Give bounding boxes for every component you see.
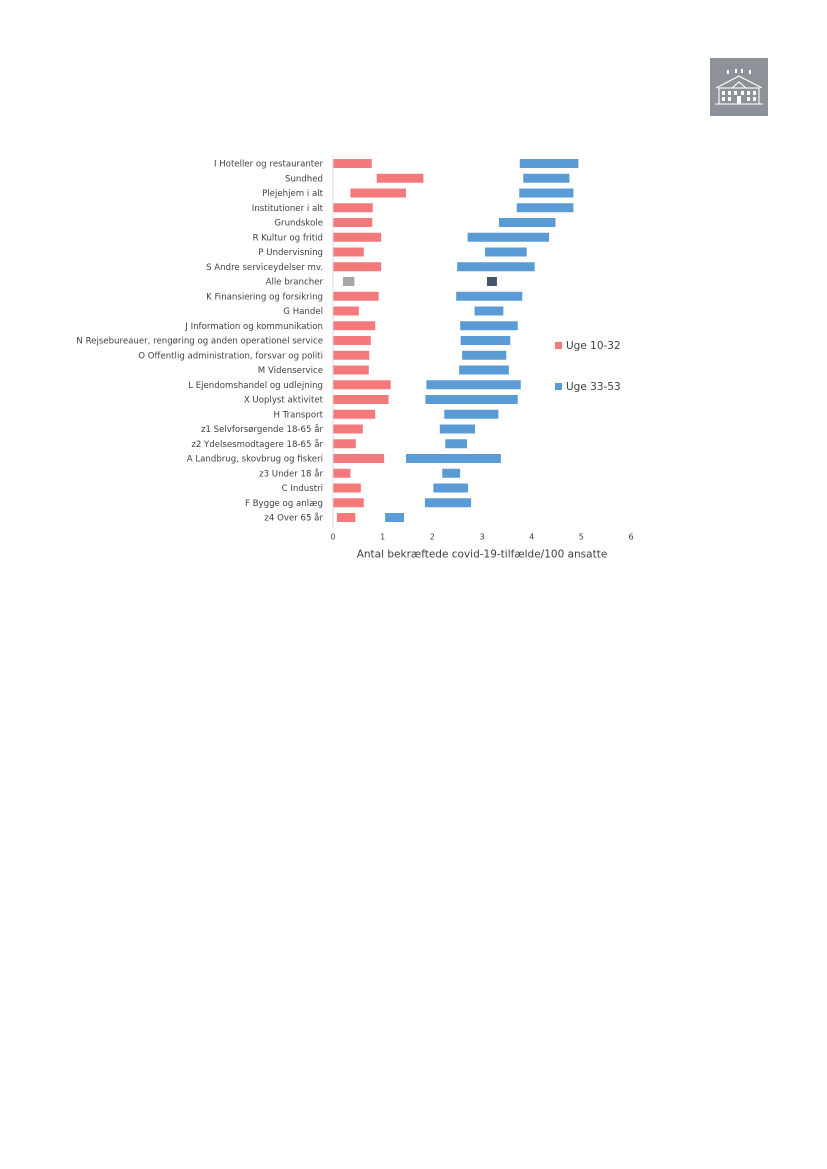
category-label: J Information og kommunikation bbox=[184, 322, 323, 332]
bar-series-1 bbox=[333, 336, 371, 345]
building-icon bbox=[715, 69, 763, 105]
legend-label-series-2: Uge 33-53 bbox=[566, 381, 621, 393]
bar-series-2 bbox=[444, 409, 499, 419]
bar-series-1 bbox=[333, 498, 364, 508]
category-label: K Finansiering og forsikring bbox=[206, 292, 323, 302]
bar-series-1 bbox=[336, 513, 356, 522]
category-label: z3 Under 18 år bbox=[259, 468, 323, 479]
bar-series-1 bbox=[333, 262, 382, 272]
category-label: L Ejendomshandel og udlejning bbox=[188, 381, 323, 391]
category-label: R Kultur og fritid bbox=[253, 233, 323, 243]
legend-swatch-series-2 bbox=[555, 383, 562, 390]
category-label: C Industri bbox=[282, 484, 323, 494]
category-label: Alle brancher bbox=[266, 278, 324, 288]
x-tick-label: 0 bbox=[330, 533, 335, 542]
bar-series-2 bbox=[486, 277, 497, 286]
bar-series-1 bbox=[333, 203, 373, 213]
bar-chart: I Hoteller og restauranter Sundhed Plejehj… bbox=[76, 155, 634, 561]
category-label: Institutioner i alt bbox=[252, 204, 324, 214]
legend-swatch-series-1 bbox=[555, 342, 562, 349]
legend-label-series-1: Uge 10-32 bbox=[566, 340, 621, 352]
bar-series-1 bbox=[376, 173, 424, 183]
bar-series-1 bbox=[333, 380, 391, 390]
category-label: A Landbrug, skovbrug og fiskeri bbox=[187, 455, 323, 465]
bars bbox=[333, 159, 579, 522]
bar-series-2 bbox=[462, 350, 507, 360]
bar-series-2 bbox=[474, 306, 504, 316]
bar-series-1 bbox=[333, 439, 356, 449]
bar-series-2 bbox=[385, 513, 405, 522]
bar-series-1 bbox=[333, 483, 361, 493]
bar-series-2 bbox=[467, 232, 550, 242]
category-label: Grundskole bbox=[274, 219, 323, 229]
bar-series-2 bbox=[519, 188, 574, 198]
x-tick-labels: 0 1 2 3 4 5 6 bbox=[330, 533, 633, 542]
bar-series-1 bbox=[333, 321, 376, 331]
bar-series-2 bbox=[433, 483, 469, 493]
x-tick-label: 1 bbox=[380, 533, 385, 542]
category-label: P Undervisning bbox=[258, 248, 323, 258]
bar-series-1 bbox=[333, 350, 370, 360]
category-label: F Bygge og anlæg bbox=[245, 499, 323, 509]
bar-series-1 bbox=[333, 365, 369, 375]
category-label: z4 Over 65 år bbox=[264, 513, 323, 524]
category-label: G Handel bbox=[283, 307, 323, 317]
bar-series-1 bbox=[333, 232, 382, 242]
bar-series-2 bbox=[426, 380, 521, 390]
bar-series-2 bbox=[484, 247, 527, 257]
bar-series-2 bbox=[519, 159, 579, 168]
category-label: H Transport bbox=[273, 410, 323, 420]
x-tick-label: 3 bbox=[479, 533, 484, 542]
bar-series-1 bbox=[342, 277, 355, 286]
bar-series-1 bbox=[333, 409, 376, 419]
category-labels: I Hoteller og restauranter Sundhed Plejehj… bbox=[76, 160, 323, 524]
bar-series-2 bbox=[460, 336, 511, 345]
bar-series-2 bbox=[424, 498, 472, 508]
legend: Uge 10-32 Uge 33-53 bbox=[555, 340, 621, 393]
category-label: N Rejsebureauer, rengøring og anden oper… bbox=[76, 337, 323, 347]
bar-series-2 bbox=[457, 262, 535, 272]
bar-series-2 bbox=[442, 468, 461, 478]
bar-series-1 bbox=[350, 188, 407, 198]
bar-series-1 bbox=[333, 247, 364, 257]
bar-series-2 bbox=[439, 424, 476, 434]
x-axis-title: Antal bekræftede covid-19-tilfælde/100 a… bbox=[357, 549, 608, 561]
bar-series-2 bbox=[445, 439, 468, 449]
x-tick-label: 2 bbox=[430, 533, 435, 542]
bar-series-2 bbox=[456, 291, 523, 301]
bar-series-2 bbox=[523, 173, 570, 183]
bar-series-2 bbox=[460, 321, 518, 331]
category-label: Sundhed bbox=[285, 174, 323, 184]
category-label: M Videnservice bbox=[258, 366, 323, 376]
bar-series-1 bbox=[333, 468, 351, 478]
category-label: S Andre serviceydelser mv. bbox=[206, 263, 323, 273]
x-tick-label: 6 bbox=[628, 533, 633, 542]
bar-series-2 bbox=[498, 218, 556, 227]
bar-series-2 bbox=[516, 203, 574, 213]
bar-series-1 bbox=[333, 306, 359, 316]
bar-series-1 bbox=[333, 424, 363, 434]
x-tick-label: 5 bbox=[579, 533, 584, 542]
bar-series-2 bbox=[425, 395, 518, 404]
category-label: z2 Ydelsesmodtagere 18-65 år bbox=[191, 439, 323, 450]
bar-series-1 bbox=[333, 159, 372, 168]
bar-series-2 bbox=[459, 365, 509, 375]
category-label: I Hoteller og restauranter bbox=[214, 160, 324, 170]
category-label: O Offentlig administration, forsvar og p… bbox=[138, 351, 323, 361]
category-label: X Uoplyst aktivitet bbox=[244, 396, 324, 406]
bar-series-1 bbox=[333, 291, 379, 301]
bar-series-1 bbox=[333, 395, 389, 404]
category-label: z1 Selvforsørgende 18-65 år bbox=[201, 424, 323, 435]
category-label: Plejehjem i alt bbox=[262, 189, 324, 199]
logo bbox=[710, 58, 768, 116]
x-tick-label: 4 bbox=[529, 533, 534, 542]
bar-series-2 bbox=[406, 454, 501, 463]
bar-series-1 bbox=[333, 218, 373, 227]
bar-series-1 bbox=[333, 454, 385, 463]
